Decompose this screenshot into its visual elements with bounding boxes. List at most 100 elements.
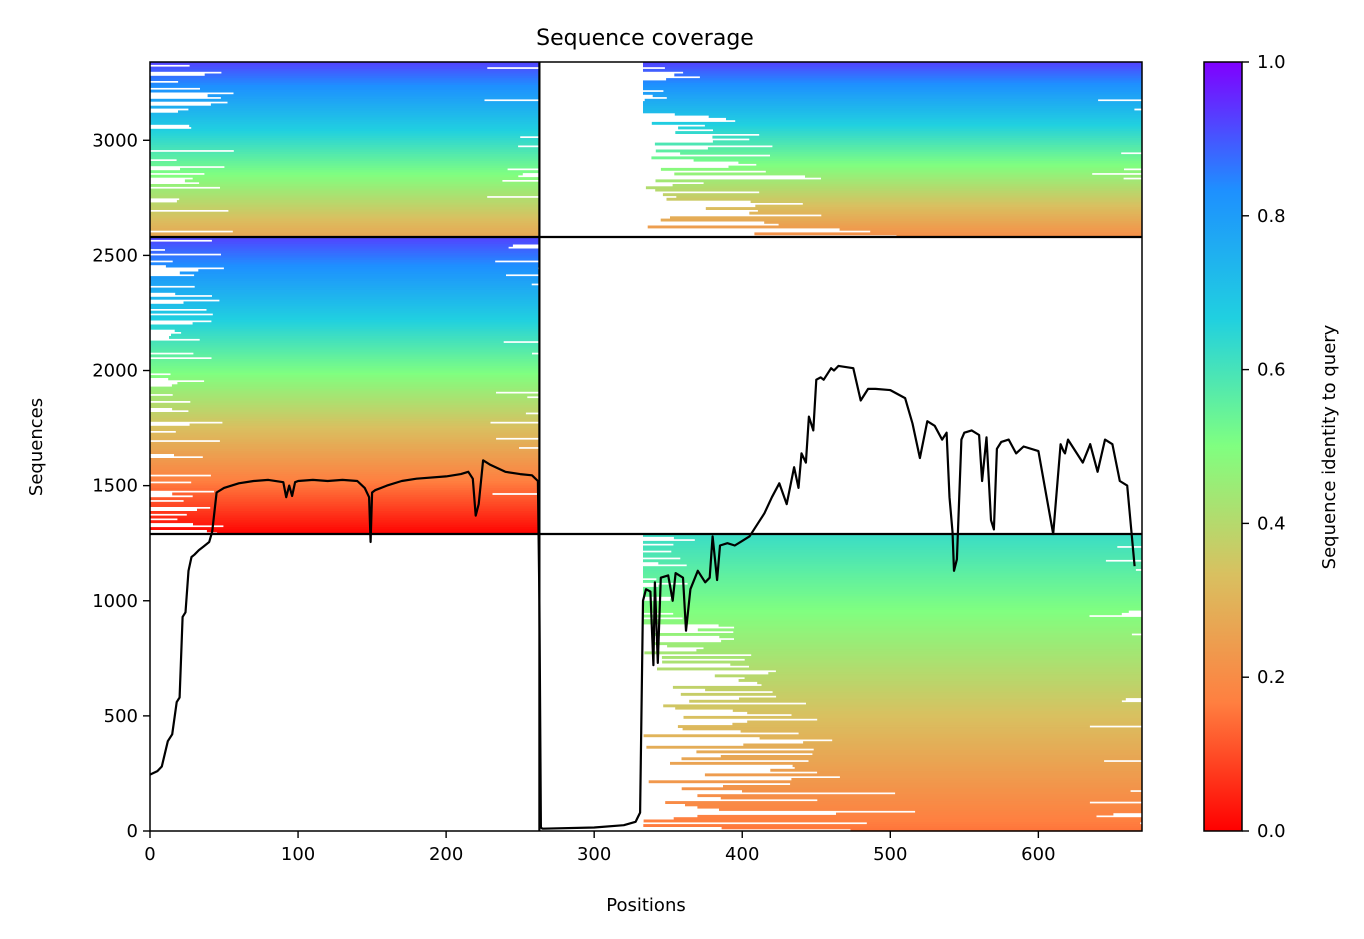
coverage-band (866, 821, 1141, 825)
coverage-band (735, 119, 1142, 123)
coverage-band (150, 395, 528, 399)
coverage-band (150, 204, 540, 208)
coverage-band (664, 66, 1142, 70)
coverage-band (759, 736, 1142, 740)
coverage-band (150, 317, 540, 321)
coverage-band (662, 660, 1142, 664)
coverage-band (150, 135, 521, 139)
coverage-band (150, 365, 540, 369)
coverage-band (150, 511, 540, 514)
coverage-band (738, 679, 1142, 682)
coverage-band (186, 513, 540, 517)
coverage-band (798, 732, 1142, 735)
coverage-band (177, 517, 540, 521)
coverage-band (150, 345, 540, 349)
coverage-band (676, 195, 1142, 199)
coverage-band (150, 144, 519, 148)
coverage-band (150, 246, 509, 250)
coverage-band (194, 285, 540, 289)
coverage-band (150, 78, 540, 81)
coverage-band (221, 71, 540, 75)
coverage-band (705, 688, 1142, 692)
coverage-band (685, 803, 1142, 807)
coverage-line (149, 364, 1136, 830)
coverage-band (719, 635, 1142, 639)
coverage-band (671, 550, 1142, 553)
coverage-band (643, 580, 1142, 583)
coverage-band (705, 207, 1142, 210)
coverage-band (150, 464, 540, 468)
coverage-band (832, 738, 1142, 742)
coverage-band (768, 672, 1142, 675)
coverage-band (772, 144, 1142, 148)
coverage-band (150, 140, 540, 144)
coverage-band (802, 202, 1142, 206)
coverage-band (150, 250, 540, 254)
coverage-band (653, 633, 1132, 636)
coverage-band (227, 101, 540, 104)
coverage-band (749, 665, 1142, 669)
coverage-band (150, 62, 540, 65)
coverage-band (150, 391, 496, 395)
coverage-band (643, 68, 1142, 72)
coverage-band (181, 331, 540, 335)
coverage-band (895, 791, 1142, 795)
coverage-band (778, 223, 1142, 227)
coverage-band (219, 439, 540, 443)
coverage-band (170, 372, 540, 376)
coverage-band (150, 349, 540, 353)
coverage-band (204, 73, 540, 77)
coverage-band (643, 552, 1142, 556)
coverage-band (150, 225, 540, 229)
y-tick-label: 1500 (92, 476, 138, 497)
coverage-band (176, 158, 540, 162)
coverage-band (754, 232, 1142, 236)
coverage-band (150, 444, 540, 448)
coverage-band (749, 211, 1142, 215)
coverage-band (678, 126, 1142, 130)
x-tick-label: 0 (144, 844, 155, 865)
coverage-band (644, 98, 1099, 102)
coverage-band (150, 147, 540, 151)
coverage-band (734, 626, 1142, 629)
coverage-band (770, 768, 1142, 772)
coverage-band (206, 308, 540, 312)
coverage-band (681, 787, 1142, 791)
coverage-band (750, 200, 1142, 203)
coverage-band (721, 639, 1142, 643)
coverage-band (192, 494, 540, 498)
coverage-band (150, 216, 540, 220)
colorbar-tick-label: 0.8 (1257, 206, 1286, 227)
coverage-band (183, 499, 540, 503)
coverage-band (712, 135, 1142, 139)
coverage-band (813, 748, 1142, 751)
coverage-band (673, 543, 1142, 547)
coverage-band (643, 589, 1142, 593)
coverage-band (212, 313, 540, 316)
coverage-band (150, 276, 540, 279)
x-tick-label: 300 (577, 844, 611, 865)
coverage-band (643, 80, 1142, 84)
coverage-band (749, 138, 1142, 141)
coverage-band (150, 174, 519, 178)
coverage-band (707, 147, 1142, 151)
coverage-band (791, 778, 1142, 781)
coverage-band (643, 64, 1142, 68)
coverage-band (191, 481, 540, 484)
coverage-band (211, 319, 540, 323)
coverage-band (150, 218, 540, 222)
coverage-band (192, 177, 540, 180)
coverage-band (150, 487, 540, 491)
coverage-band (643, 566, 1142, 570)
coverage-band (150, 207, 540, 210)
colorbar-tick-label: 0.0 (1257, 821, 1286, 842)
coverage-band (714, 674, 1142, 678)
coverage-band (219, 299, 540, 302)
coverage-band (643, 82, 1142, 86)
coverage-band (667, 644, 1142, 648)
coverage-band (174, 453, 540, 457)
coverage-band (755, 204, 1142, 208)
coverage-band (757, 209, 1142, 213)
coverage-band (210, 474, 540, 477)
